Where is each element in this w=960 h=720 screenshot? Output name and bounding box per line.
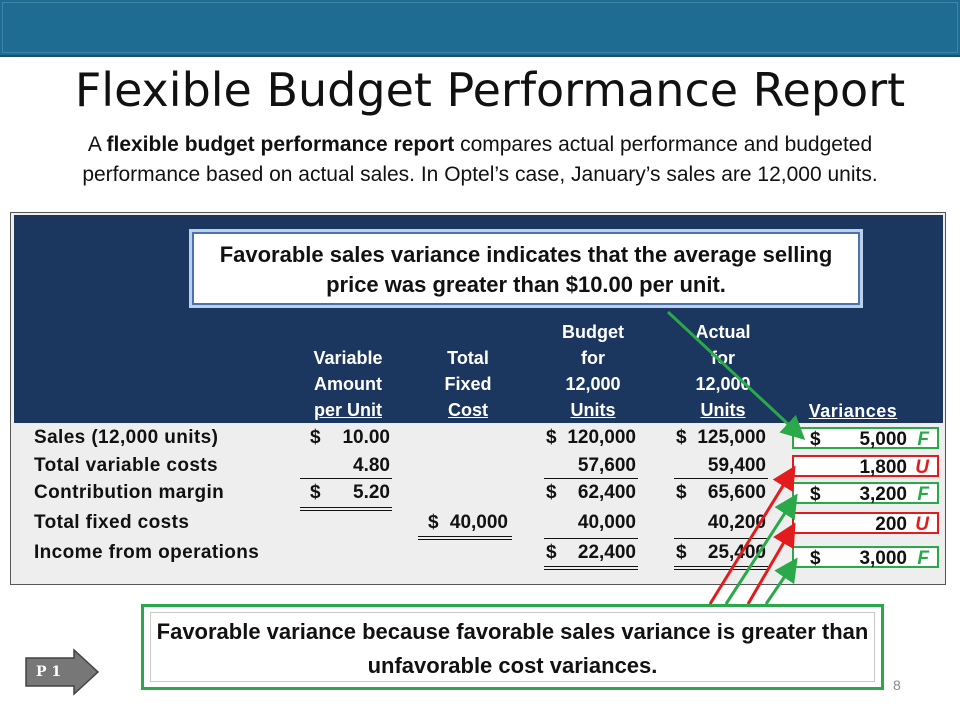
top-banner-border bbox=[2, 2, 958, 53]
cell-fixed-costs-fixed: 40,000 bbox=[449, 512, 508, 533]
cell-cm-actual-dollar: $ bbox=[676, 482, 687, 503]
header-variable-line1: Variable bbox=[313, 348, 383, 368]
rule-actual-income-double-2 bbox=[674, 569, 768, 570]
header-actual-line4: Units bbox=[700, 400, 746, 420]
header-variable: Variable Amount per Unit bbox=[298, 345, 398, 423]
rule-fixed-double-2 bbox=[418, 539, 512, 540]
cell-income-budget: 22,400 bbox=[577, 542, 636, 563]
rule-fixed-double-1 bbox=[418, 536, 512, 537]
intro-rest: compares actual performance and budgeted… bbox=[82, 133, 878, 186]
cell-variable-costs-budget: 57,600 bbox=[577, 455, 636, 476]
cell-cm-budget: 62,400 bbox=[577, 482, 636, 503]
variance-variable-costs-value: 1,800 bbox=[859, 457, 907, 478]
variance-income-dollar: $ bbox=[810, 548, 821, 569]
variance-income-code: F bbox=[917, 548, 929, 569]
header-actual-line1: Actual bbox=[695, 322, 751, 342]
variance-sales: $ 5,000 F bbox=[792, 427, 939, 450]
slide-title: Flexible Budget Performance Report bbox=[74, 63, 906, 117]
cell-sales-budget: 120,000 bbox=[567, 427, 636, 448]
cell-income-actual-dollar: $ bbox=[676, 542, 687, 563]
rule-unit-double-1 bbox=[300, 507, 392, 508]
income-variance-callout-text: Favorable variance because favorable sal… bbox=[156, 619, 869, 678]
variance-fixed-costs: 200 U bbox=[792, 512, 939, 535]
sales-variance-callout: Favorable sales variance indicates that … bbox=[192, 232, 860, 305]
cell-cm-actual: 65,600 bbox=[707, 482, 766, 503]
variance-cm-code: F bbox=[917, 484, 929, 505]
rule-actual-income-double-1 bbox=[674, 566, 768, 567]
rule-actual-cm bbox=[674, 478, 768, 479]
header-variances: Variances bbox=[796, 398, 910, 424]
variance-income: $ 3,000 F bbox=[792, 546, 939, 569]
variance-sales-value: 5,000 bbox=[859, 429, 907, 450]
cell-income-budget-dollar: $ bbox=[546, 542, 557, 563]
header-actual: Actual for 12,000 Units bbox=[680, 319, 766, 423]
p1-badge-label: P 1 bbox=[36, 664, 62, 680]
header-budget-line4: Units bbox=[570, 400, 616, 420]
intro-bold-term: flexible budget performance report bbox=[106, 133, 455, 156]
cell-income-actual: 25,400 bbox=[707, 542, 766, 563]
rule-budget-cm bbox=[544, 478, 638, 479]
row-label-sales: Sales (12,000 units) bbox=[34, 427, 219, 448]
header-variable-line2: Amount bbox=[314, 374, 382, 394]
cell-fixed-costs-fixed-dollar: $ bbox=[428, 512, 439, 533]
row-label-fixed-costs: Total fixed costs bbox=[34, 512, 190, 533]
rule-actual-income bbox=[674, 538, 768, 539]
header-budget-line3: 12,000 bbox=[565, 374, 621, 394]
rule-budget-income-double-2 bbox=[544, 569, 638, 570]
variance-contribution-margin: $ 3,200 F bbox=[792, 482, 939, 505]
row-label-variable-costs: Total variable costs bbox=[34, 455, 218, 476]
variance-sales-dollar: $ bbox=[810, 429, 821, 450]
row-label-income: Income from operations bbox=[34, 542, 260, 563]
header-fixed: Total Fixed Cost bbox=[428, 345, 508, 423]
header-budget-line1: Budget bbox=[562, 322, 624, 342]
rule-unit-cm bbox=[300, 478, 392, 479]
cell-sales-actual: 125,000 bbox=[697, 427, 766, 448]
variance-fixed-costs-value: 200 bbox=[875, 514, 907, 535]
variance-sales-code: F bbox=[917, 429, 929, 450]
page-number: 8 bbox=[893, 677, 901, 693]
variance-cm-value: 3,200 bbox=[859, 484, 907, 505]
header-variances-label: Variances bbox=[808, 401, 898, 421]
header-budget-line2: for bbox=[581, 348, 605, 368]
header-budget: Budget for 12,000 Units bbox=[550, 319, 636, 423]
rule-budget-income-double-1 bbox=[544, 566, 638, 567]
intro-prefix: A bbox=[87, 133, 107, 156]
variance-cm-dollar: $ bbox=[810, 484, 821, 505]
top-banner bbox=[0, 0, 960, 57]
variance-income-value: 3,000 bbox=[859, 548, 907, 569]
row-label-contribution-margin: Contribution margin bbox=[34, 482, 225, 503]
p1-arrow-icon bbox=[25, 648, 100, 696]
cell-sales-budget-dollar: $ bbox=[546, 427, 557, 448]
header-variable-line3: per Unit bbox=[313, 400, 382, 420]
cell-cm-unit-dollar: $ bbox=[310, 482, 321, 503]
rule-budget-income bbox=[544, 538, 638, 539]
header-fixed-line3: Cost bbox=[448, 400, 488, 420]
header-actual-line3: 12,000 bbox=[695, 374, 751, 394]
cell-fixed-costs-actual: 40,200 bbox=[707, 512, 766, 533]
intro-text: A flexible budget performance report com… bbox=[40, 130, 920, 190]
cell-sales-unit: 10.00 bbox=[342, 427, 390, 448]
income-variance-callout: Favorable variance because favorable sal… bbox=[141, 604, 884, 690]
rule-unit-double-2 bbox=[300, 510, 392, 511]
variance-variable-costs-code: U bbox=[915, 457, 929, 478]
variance-variable-costs: 1,800 U bbox=[792, 455, 939, 478]
cell-variable-costs-actual: 59,400 bbox=[707, 455, 766, 476]
cell-sales-unit-dollar: $ bbox=[310, 427, 321, 448]
variance-fixed-costs-code: U bbox=[915, 514, 929, 535]
cell-sales-actual-dollar: $ bbox=[676, 427, 687, 448]
cell-cm-unit: 5.20 bbox=[353, 482, 390, 503]
cell-variable-costs-unit: 4.80 bbox=[353, 455, 390, 476]
cell-fixed-costs-budget: 40,000 bbox=[577, 512, 636, 533]
header-fixed-line2: Fixed bbox=[444, 374, 492, 394]
header-fixed-line1: Total bbox=[447, 348, 489, 368]
cell-cm-budget-dollar: $ bbox=[546, 482, 557, 503]
header-actual-line2: for bbox=[711, 348, 735, 368]
